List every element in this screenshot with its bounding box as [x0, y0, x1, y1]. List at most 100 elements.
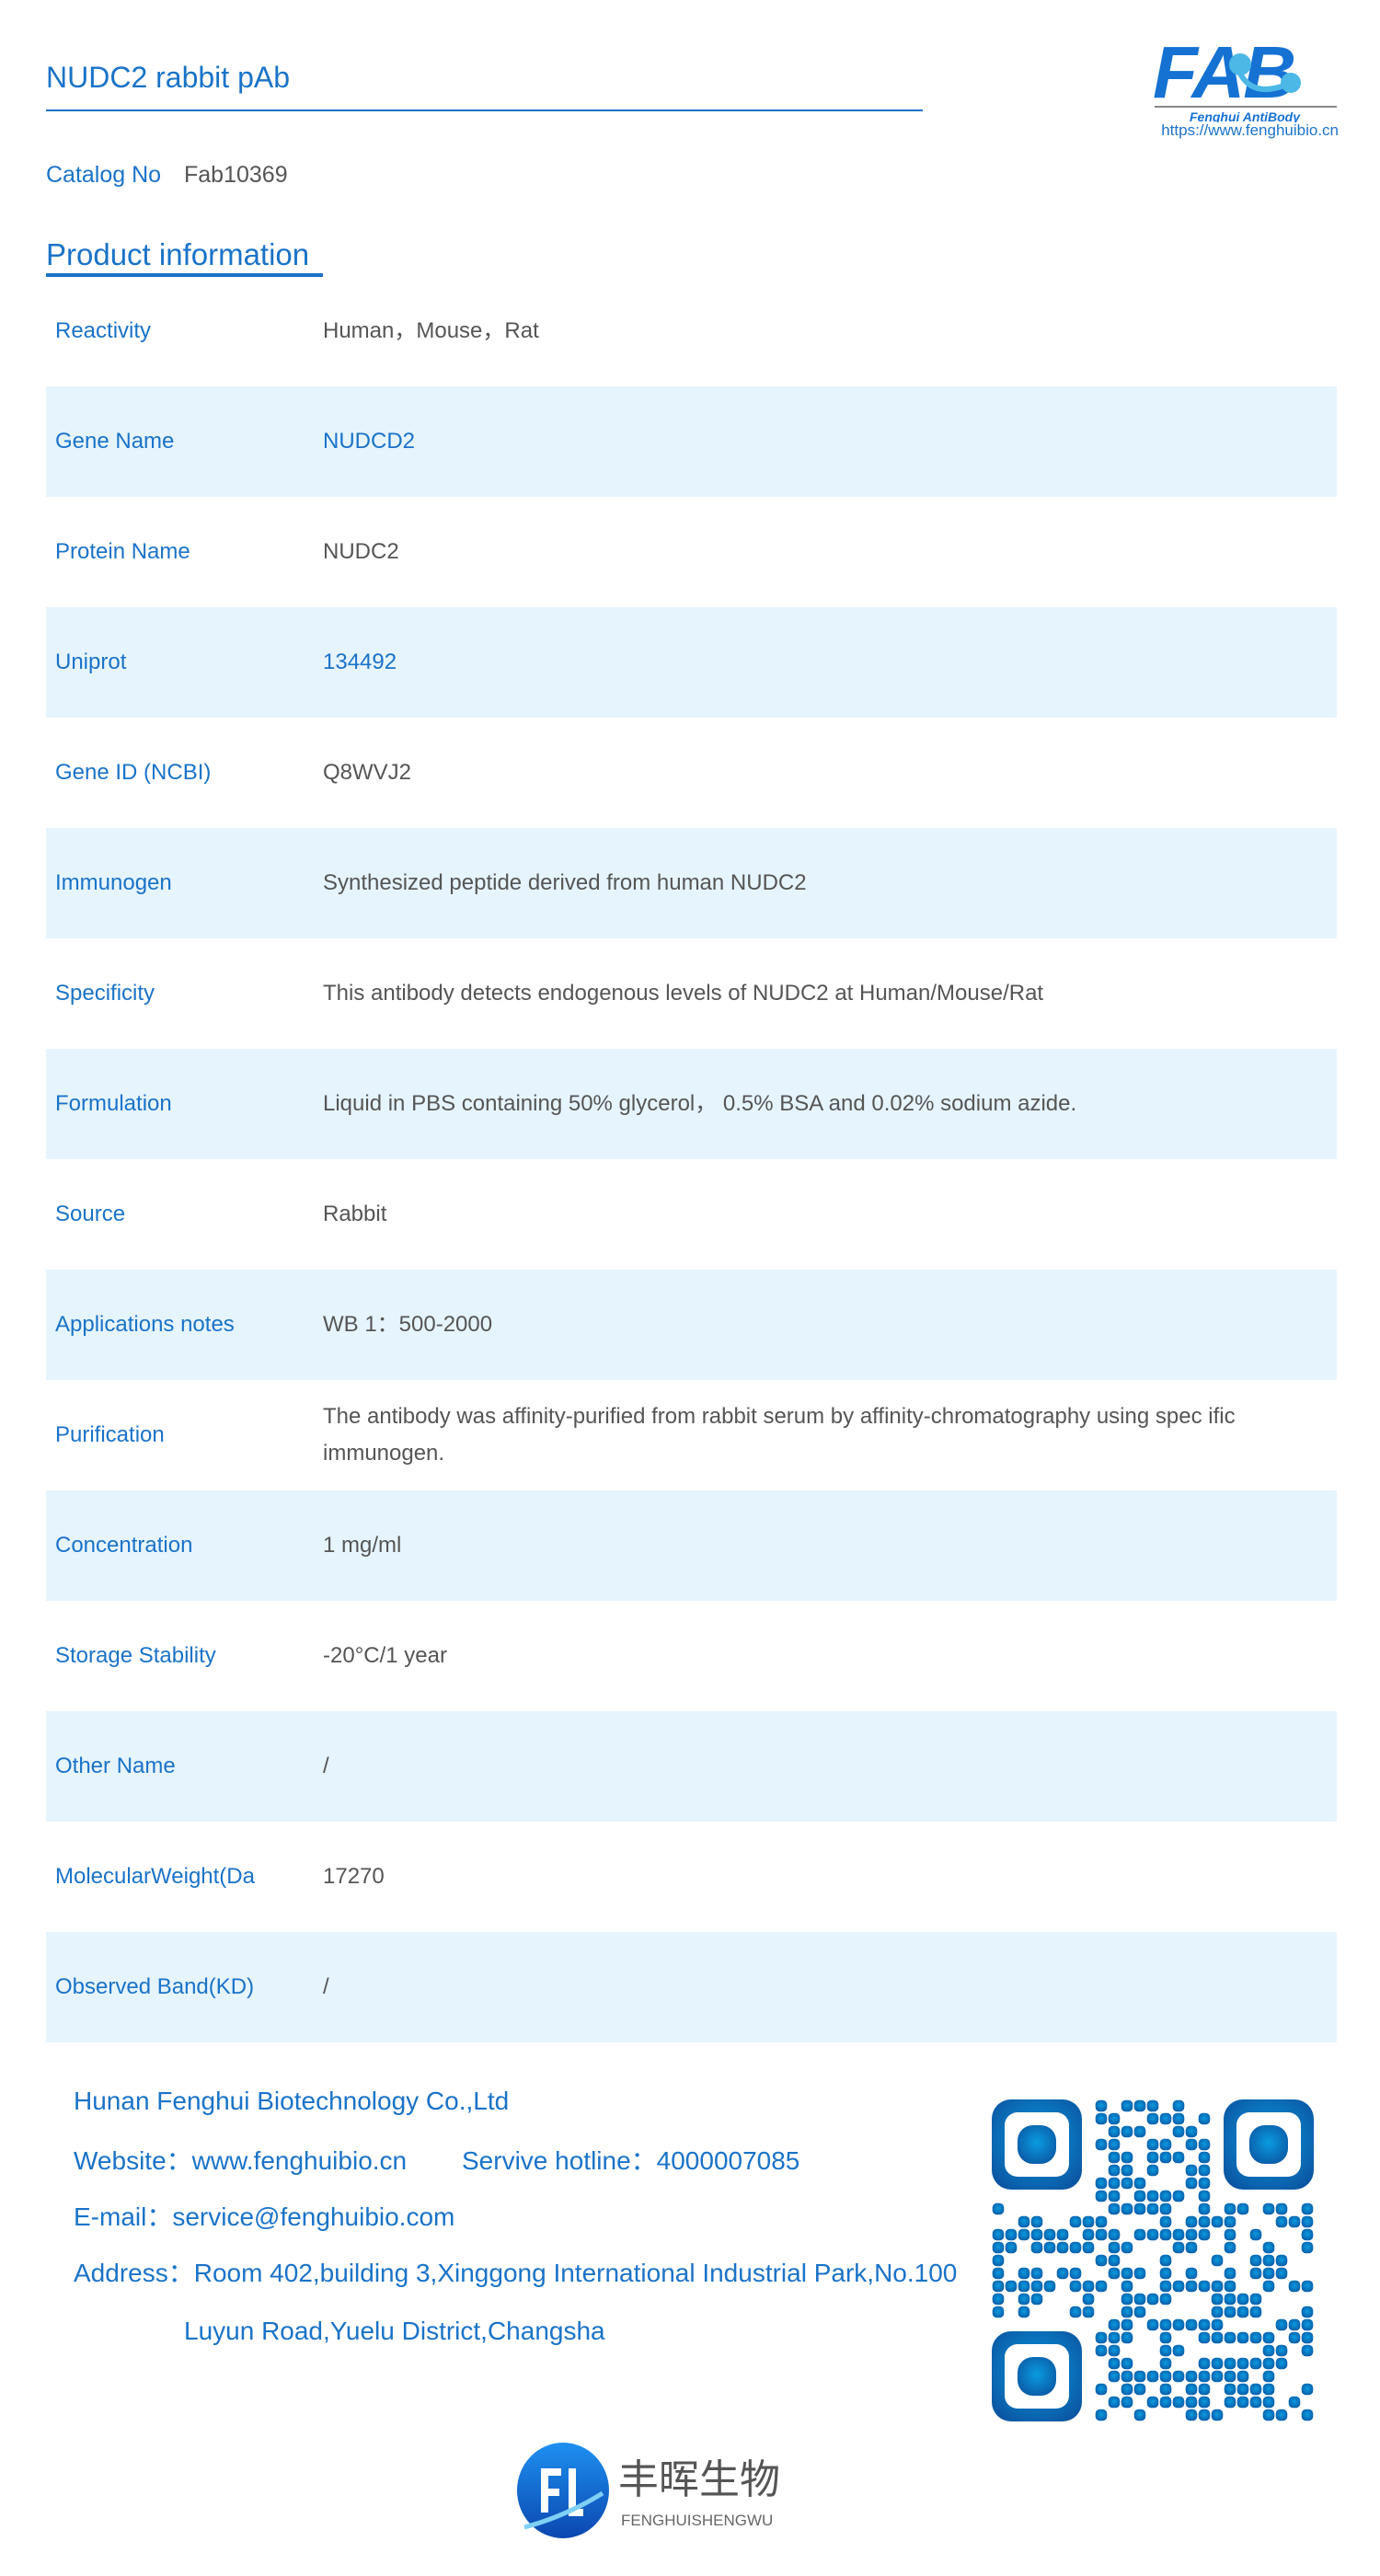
qr-module [1159, 2190, 1172, 2202]
qr-module [1159, 2357, 1172, 2370]
qr-module [1288, 2318, 1301, 2331]
qr-module [1185, 2409, 1198, 2421]
qr-module [1043, 2241, 1056, 2254]
qr-module [1146, 2099, 1159, 2112]
qr-module [1185, 2370, 1198, 2383]
qr-module [1082, 2293, 1095, 2306]
qr-module [1108, 2202, 1121, 2215]
row-value: 17270 [323, 1864, 385, 1889]
qr-module [1198, 2318, 1211, 2331]
qr-module [1224, 2357, 1236, 2370]
qr-code [992, 2099, 1314, 2421]
table-row: Gene Name NUDCD2 [46, 386, 1337, 497]
qr-module [1121, 2396, 1133, 2409]
qr-module [1185, 2138, 1198, 2151]
qr-module [1146, 2190, 1159, 2202]
qr-module [1198, 2177, 1211, 2190]
qr-module [1146, 2202, 1159, 2215]
qr-module [1133, 2267, 1146, 2280]
qr-module [1185, 2125, 1198, 2138]
qr-module [1236, 2293, 1249, 2306]
qr-module [1133, 2370, 1146, 2383]
table-row: Immunogen Synthesized peptide derived fro… [46, 828, 1337, 938]
qr-module [1069, 2215, 1082, 2228]
address-line-1: Address：Room 402,building 3,Xinggong Int… [74, 2259, 958, 2287]
qr-module [1030, 2267, 1043, 2280]
row-value: Synthesized peptide derived from human N… [323, 870, 807, 895]
qr-module [1185, 2164, 1198, 2177]
qr-module [1198, 2409, 1211, 2421]
row-value: Liquid in PBS containing 50% glycerol， 0… [323, 1091, 1077, 1116]
qr-module [1108, 2331, 1121, 2344]
qr-module [1262, 2357, 1275, 2370]
qr-module [1095, 2383, 1108, 2396]
row-value: 1 mg/ml [323, 1533, 402, 1558]
qr-module [1198, 2396, 1211, 2409]
qr-module [1146, 2370, 1159, 2383]
qr-module [1043, 2280, 1056, 2293]
qr-module [1262, 2254, 1275, 2267]
qr-module [1224, 2228, 1236, 2241]
qr-module [1249, 2293, 1262, 2306]
qr-module [1121, 2151, 1133, 2164]
qr-module [1018, 2357, 1056, 2396]
svg-text:FAB: FAB [1153, 35, 1294, 113]
row-value: This antibody detects endogenous levels … [323, 981, 1044, 1006]
qr-module [1185, 2383, 1198, 2396]
qr-module [1133, 2099, 1146, 2112]
qr-module [1224, 2293, 1236, 2306]
qr-module [1301, 2202, 1314, 2215]
qr-module [1095, 2280, 1108, 2293]
qr-module [1288, 2396, 1301, 2409]
qr-module [1172, 2190, 1185, 2202]
qr-module [1030, 2228, 1043, 2241]
qr-module [1095, 2177, 1108, 2190]
qr-module [1056, 2267, 1069, 2280]
row-label: Formulation [55, 1091, 172, 1116]
qr-module [1224, 2280, 1236, 2293]
qr-module [1018, 2280, 1030, 2293]
qr-module [1121, 2125, 1133, 2138]
qr-module [1172, 2370, 1185, 2383]
qr-module [1095, 2190, 1108, 2202]
qr-module [1121, 2177, 1133, 2190]
qr-module [1275, 2267, 1288, 2280]
qr-module [1159, 2293, 1172, 2306]
qr-module [1095, 2112, 1108, 2125]
qr-module [1133, 2202, 1146, 2215]
qr-module [1249, 2125, 1288, 2164]
qr-module [1211, 2293, 1224, 2306]
qr-module [1198, 2280, 1211, 2293]
website-text[interactable]: Website：www.fenghuibio.cn [74, 2146, 408, 2175]
row-label: Specificity [55, 981, 155, 1006]
row-label: Observed Band(KD) [55, 1974, 255, 1999]
email-text[interactable]: E-mail：service@fenghuibio.com [74, 2202, 455, 2231]
qr-module [1185, 2177, 1198, 2190]
qr-module [1301, 2344, 1314, 2357]
qr-module [1185, 2267, 1198, 2280]
qr-module [1198, 2164, 1211, 2177]
row-label: Source [55, 1202, 126, 1226]
qr-module [1249, 2254, 1262, 2267]
brand-pinyin: FENGHUISHENGWU [621, 2512, 773, 2529]
qr-module [1133, 2293, 1146, 2306]
qr-module [1043, 2228, 1056, 2241]
qr-module [1301, 2409, 1314, 2421]
qr-module [1159, 2151, 1172, 2164]
qr-module [1069, 2267, 1082, 2280]
qr-module [1224, 2215, 1236, 2228]
qr-module [1198, 2357, 1211, 2370]
qr-module [1159, 2396, 1172, 2409]
website-link[interactable]: https://www.fenghuibio.cn [1161, 121, 1339, 139]
logo-tagline: Fenghui AntiBody [1190, 109, 1301, 122]
qr-module [1198, 2112, 1211, 2125]
row-label: Concentration [55, 1533, 193, 1558]
qr-module [1236, 2331, 1249, 2344]
qr-module [1288, 2331, 1301, 2344]
table-row: Observed Band(KD) / [46, 1932, 1337, 2042]
qr-module [1236, 2370, 1249, 2383]
qr-module [1249, 2396, 1262, 2409]
qr-module [1236, 2357, 1249, 2370]
qr-module [1224, 2241, 1236, 2254]
qr-module [1121, 2202, 1133, 2215]
